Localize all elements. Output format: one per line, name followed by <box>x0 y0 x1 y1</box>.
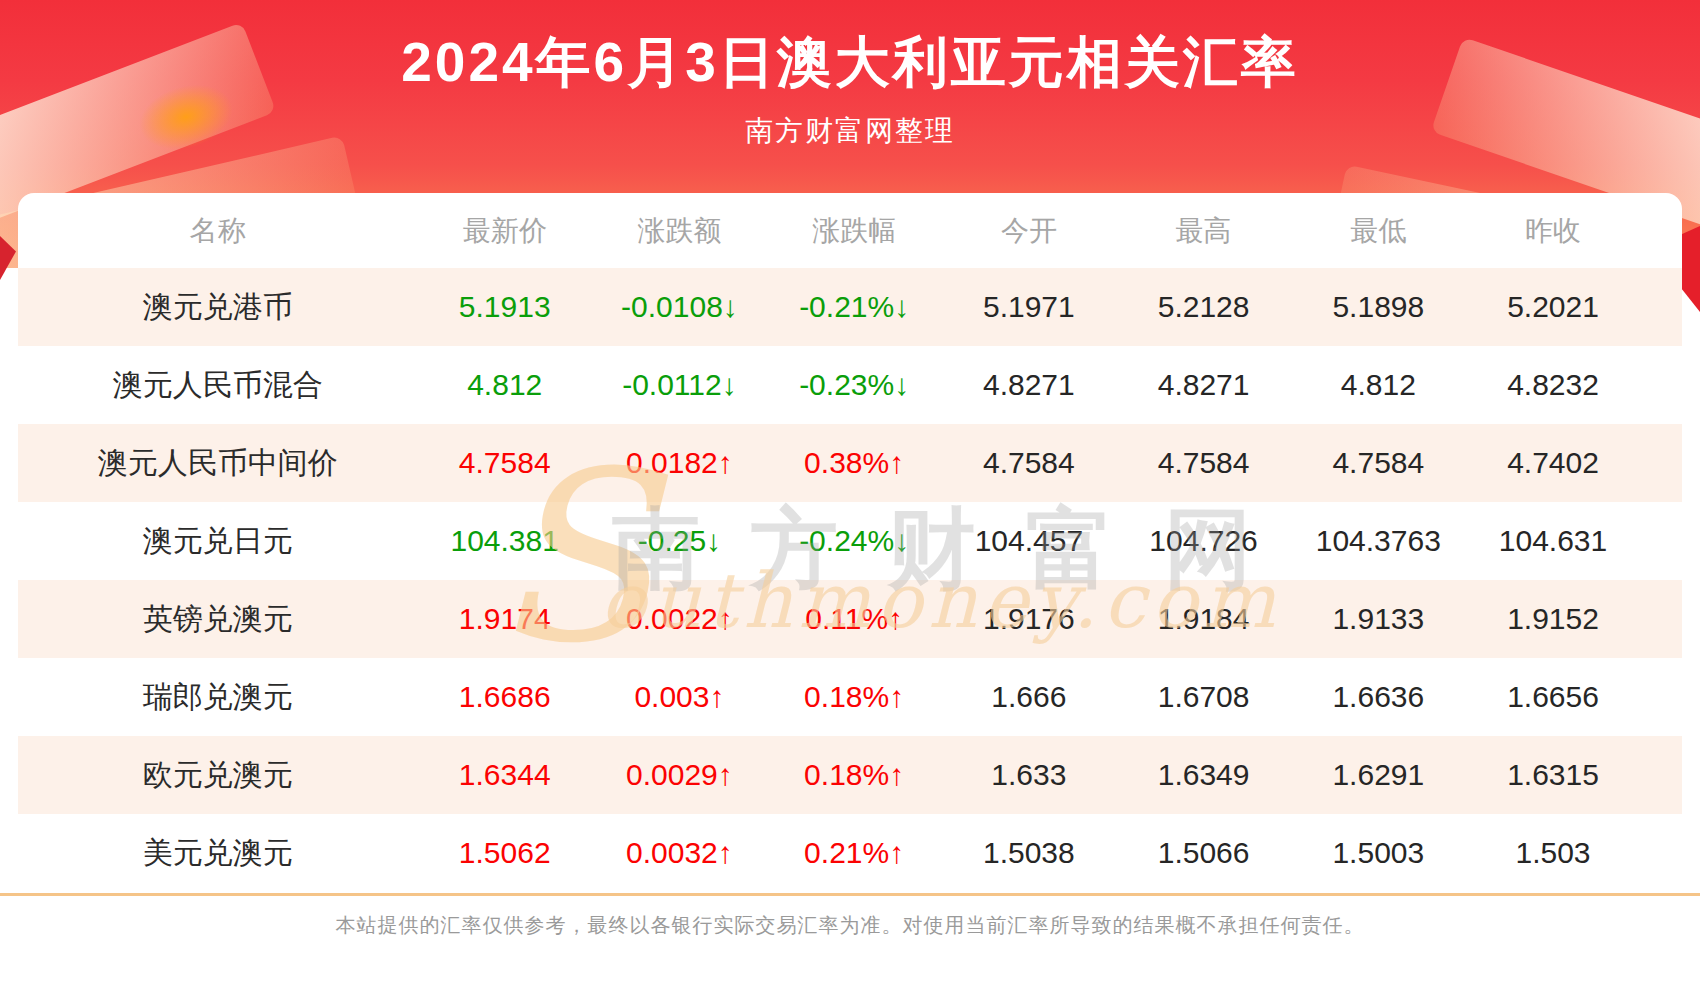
pair-name-cell: 澳元人民币中间价 <box>18 424 417 502</box>
open-price-cell: 5.1971 <box>942 268 1117 346</box>
latest-price-cell: 5.1913 <box>417 268 592 346</box>
low-price-cell: 4.7584 <box>1291 424 1466 502</box>
change-amount-cell: 0.003↑ <box>592 658 767 736</box>
low-price-cell: 1.5003 <box>1291 814 1466 892</box>
change-amount-cell: 0.0022↑ <box>592 580 767 658</box>
latest-price-cell: 4.812 <box>417 346 592 424</box>
pair-name-cell: 澳元人民币混合 <box>18 346 417 424</box>
column-header: 名称 <box>18 193 417 268</box>
column-header: 最新价 <box>417 193 592 268</box>
table-row: 澳元人民币中间价4.75840.0182↑0.38%↑4.75844.75844… <box>18 424 1682 502</box>
low-price-cell: 1.9133 <box>1291 580 1466 658</box>
low-price-cell: 1.6291 <box>1291 736 1466 814</box>
pair-name-cell: 瑞郎兑澳元 <box>18 658 417 736</box>
latest-price-cell: 104.381 <box>417 502 592 580</box>
open-price-cell: 104.457 <box>942 502 1117 580</box>
table-row: 瑞郎兑澳元1.66860.003↑0.18%↑1.6661.67081.6636… <box>18 658 1682 736</box>
latest-price-cell: 4.7584 <box>417 424 592 502</box>
latest-price-cell: 1.9174 <box>417 580 592 658</box>
column-header: 涨跌幅 <box>767 193 942 268</box>
prev-close-cell: 1.6315 <box>1466 736 1641 814</box>
rates-table-body: 澳元兑港币5.1913-0.0108↓-0.21%↓5.19715.21285.… <box>18 268 1682 892</box>
prev-close-cell: 4.7402 <box>1466 424 1641 502</box>
change-percent-cell: 0.38%↑ <box>767 424 942 502</box>
change-amount-cell: -0.0108↓ <box>592 268 767 346</box>
open-price-cell: 4.8271 <box>942 346 1117 424</box>
change-percent-cell: -0.21%↓ <box>767 268 942 346</box>
spacer-cell <box>1640 502 1682 580</box>
table-row: 澳元人民币混合4.812-0.0112↓-0.23%↓4.82714.82714… <box>18 346 1682 424</box>
spacer-cell <box>1640 268 1682 346</box>
pair-name-cell: 欧元兑澳元 <box>18 736 417 814</box>
change-percent-cell: 0.18%↑ <box>767 658 942 736</box>
prev-close-cell: 1.503 <box>1466 814 1641 892</box>
page: 2024年6月3日澳大利亚元相关汇率 南方财富网整理 名称最新价涨跌额涨跌幅今开… <box>0 0 1700 1000</box>
spacer-cell <box>1640 814 1682 892</box>
change-amount-cell: 0.0182↑ <box>592 424 767 502</box>
spacer-cell <box>1640 424 1682 502</box>
spacer-cell <box>1640 346 1682 424</box>
page-title: 2024年6月3日澳大利亚元相关汇率 <box>0 26 1700 100</box>
column-header: 最高 <box>1116 193 1291 268</box>
change-percent-cell: -0.24%↓ <box>767 502 942 580</box>
low-price-cell: 1.6636 <box>1291 658 1466 736</box>
change-amount-cell: -0.0112↓ <box>592 346 767 424</box>
footer-divider <box>0 893 1700 896</box>
column-header: 最低 <box>1291 193 1466 268</box>
open-price-cell: 1.666 <box>942 658 1117 736</box>
high-price-cell: 104.726 <box>1116 502 1291 580</box>
change-percent-cell: 0.11%↑ <box>767 580 942 658</box>
latest-price-cell: 1.6686 <box>417 658 592 736</box>
spacer-cell <box>1640 580 1682 658</box>
low-price-cell: 5.1898 <box>1291 268 1466 346</box>
latest-price-cell: 1.5062 <box>417 814 592 892</box>
high-price-cell: 5.2128 <box>1116 268 1291 346</box>
table-row: 欧元兑澳元1.63440.0029↑0.18%↑1.6331.63491.629… <box>18 736 1682 814</box>
pair-name-cell: 澳元兑日元 <box>18 502 417 580</box>
table-row: 澳元兑港币5.1913-0.0108↓-0.21%↓5.19715.21285.… <box>18 268 1682 346</box>
table-row: 英镑兑澳元1.91740.0022↑0.11%↑1.91761.91841.91… <box>18 580 1682 658</box>
table-header-row: 名称最新价涨跌额涨跌幅今开最高最低昨收 <box>18 193 1682 268</box>
open-price-cell: 1.9176 <box>942 580 1117 658</box>
change-amount-cell: 0.0029↑ <box>592 736 767 814</box>
open-price-cell: 1.633 <box>942 736 1117 814</box>
disclaimer-text: 本站提供的汇率仅供参考，最终以各银行实际交易汇率为准。对使用当前汇率所导致的结果… <box>0 912 1700 939</box>
low-price-cell: 4.812 <box>1291 346 1466 424</box>
column-header: 涨跌额 <box>592 193 767 268</box>
high-price-cell: 4.8271 <box>1116 346 1291 424</box>
change-amount-cell: 0.0032↑ <box>592 814 767 892</box>
latest-price-cell: 1.6344 <box>417 736 592 814</box>
high-price-cell: 4.7584 <box>1116 424 1291 502</box>
column-header: 今开 <box>942 193 1117 268</box>
change-percent-cell: -0.23%↓ <box>767 346 942 424</box>
pair-name-cell: 美元兑澳元 <box>18 814 417 892</box>
table-row: 美元兑澳元1.50620.0032↑0.21%↑1.50381.50661.50… <box>18 814 1682 892</box>
change-percent-cell: 0.21%↑ <box>767 814 942 892</box>
rates-table-card: 名称最新价涨跌额涨跌幅今开最高最低昨收 澳元兑港币5.1913-0.0108↓-… <box>18 193 1682 892</box>
prev-close-cell: 104.631 <box>1466 502 1641 580</box>
column-header: 昨收 <box>1466 193 1641 268</box>
rates-table: 名称最新价涨跌额涨跌幅今开最高最低昨收 澳元兑港币5.1913-0.0108↓-… <box>18 193 1682 892</box>
spacer-cell <box>1640 658 1682 736</box>
pair-name-cell: 澳元兑港币 <box>18 268 417 346</box>
prev-close-cell: 1.6656 <box>1466 658 1641 736</box>
high-price-cell: 1.5066 <box>1116 814 1291 892</box>
prev-close-cell: 4.8232 <box>1466 346 1641 424</box>
pair-name-cell: 英镑兑澳元 <box>18 580 417 658</box>
high-price-cell: 1.6349 <box>1116 736 1291 814</box>
prev-close-cell: 1.9152 <box>1466 580 1641 658</box>
change-amount-cell: -0.25↓ <box>592 502 767 580</box>
page-subtitle: 南方财富网整理 <box>0 112 1700 150</box>
open-price-cell: 4.7584 <box>942 424 1117 502</box>
red-ribbon-right <box>1681 226 1700 312</box>
open-price-cell: 1.5038 <box>942 814 1117 892</box>
table-row: 澳元兑日元104.381-0.25↓-0.24%↓104.457104.7261… <box>18 502 1682 580</box>
low-price-cell: 104.3763 <box>1291 502 1466 580</box>
spacer-cell <box>1640 736 1682 814</box>
prev-close-cell: 5.2021 <box>1466 268 1641 346</box>
high-price-cell: 1.6708 <box>1116 658 1291 736</box>
change-percent-cell: 0.18%↑ <box>767 736 942 814</box>
high-price-cell: 1.9184 <box>1116 580 1291 658</box>
